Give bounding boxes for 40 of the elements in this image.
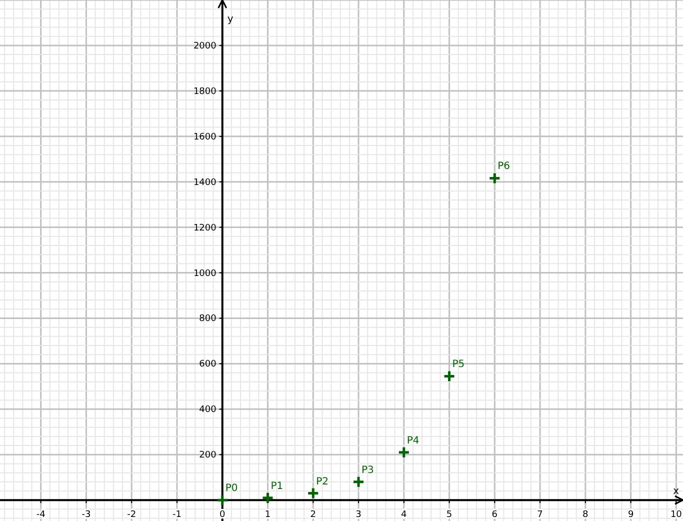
x-tick-label: 3 (356, 510, 362, 520)
point (398, 446, 410, 459)
x-tick-label: 10 (670, 510, 682, 520)
x-tick-label: 8 (582, 510, 589, 520)
y-tick-label: 2000 (193, 41, 217, 52)
annotation: P2 (316, 476, 329, 488)
x-tick-label: -4 (36, 510, 46, 520)
y-tick-label: 600 (199, 360, 217, 370)
x-tick-label: 6 (492, 510, 498, 520)
point (262, 492, 274, 504)
x-tick-label: 7 (537, 510, 543, 520)
point (443, 370, 456, 382)
y-axis-title: y (227, 14, 234, 25)
annotation: P4 (406, 435, 420, 446)
annotation: P1 (270, 480, 284, 492)
y-tick-label: 800 (199, 314, 217, 324)
y-tick-label: 1600 (193, 132, 217, 142)
annotation: P0 (225, 483, 238, 494)
x-tick-label: -1 (172, 510, 182, 520)
annotation: P5 (452, 359, 465, 370)
x-tick-label: -2 (127, 510, 136, 520)
x-tick-label: 4 (401, 510, 408, 520)
x-tick-label: 2 (310, 510, 316, 520)
point (216, 494, 229, 506)
x-tick-label: 9 (628, 510, 634, 520)
annotation: P3 (362, 464, 374, 476)
y-tick-label: 400 (199, 405, 217, 416)
y-tick-label: 1800 (193, 86, 217, 97)
y-tick-label: 1200 (193, 223, 217, 234)
x-tick-label: 5 (446, 510, 452, 520)
point (488, 172, 501, 184)
point (306, 487, 320, 500)
annotation: P6 (498, 161, 510, 172)
y-tick-label: 1400 (193, 178, 217, 188)
x-axis-title: x (673, 486, 680, 498)
y-tick-label: 200 (199, 450, 217, 461)
point (352, 476, 365, 488)
x-tick-label: 1 (264, 510, 271, 520)
y-tick-label: 1000 (193, 268, 217, 279)
x-tick-label: -3 (82, 510, 91, 520)
